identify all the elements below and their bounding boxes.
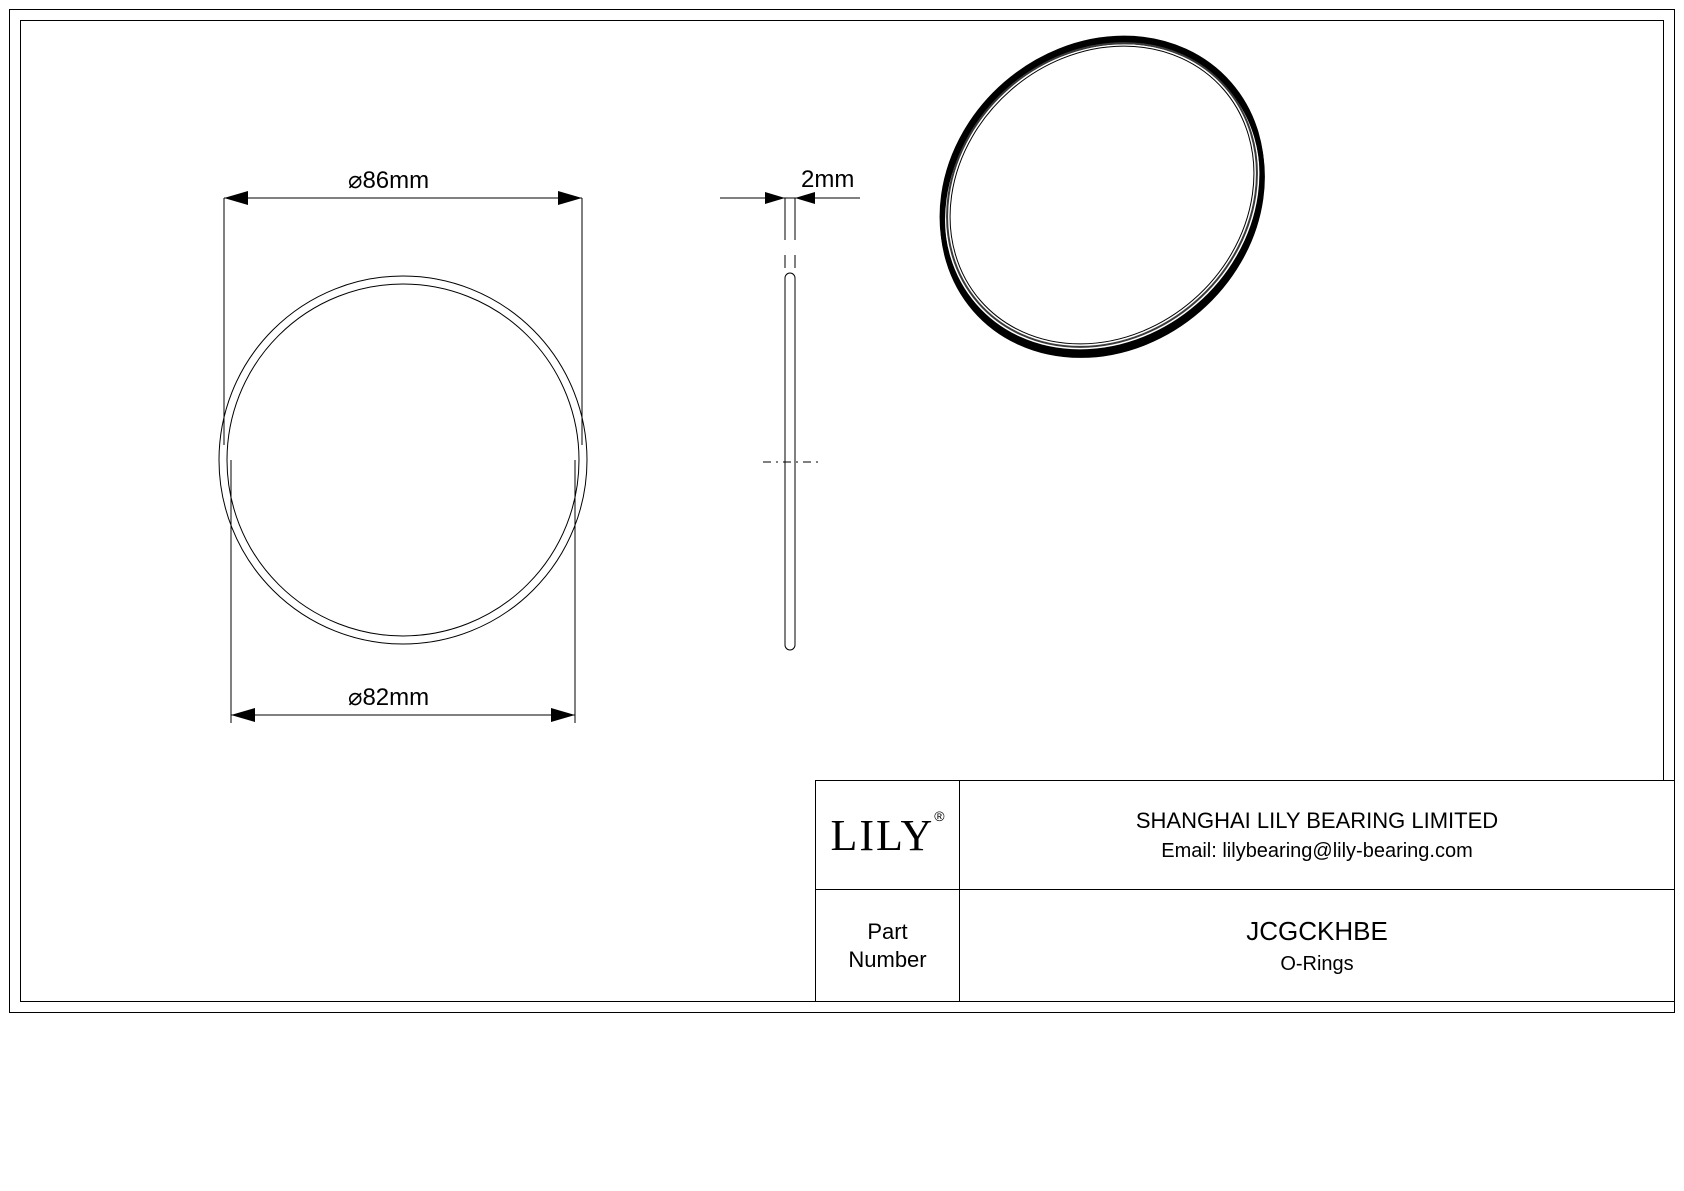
company-email: Email: lilybearing@lily-bearing.com: [1161, 840, 1473, 863]
isometric-ring: [877, 0, 1328, 420]
part-number-label-line1: Part: [848, 918, 926, 946]
dim-outer-diameter-label: ⌀86mm: [348, 166, 429, 195]
dim-outer-diameter: [224, 191, 582, 445]
registered-mark: ®: [934, 808, 944, 824]
part-number-value-cell: JCGCKHBE O-Rings: [959, 889, 1675, 1002]
title-block: LILY® SHANGHAI LILY BEARING LIMITED Emai…: [815, 780, 1675, 1002]
company-cell: SHANGHAI LILY BEARING LIMITED Email: lil…: [959, 780, 1675, 890]
side-view: [720, 192, 860, 650]
dim-cross-section-label: 2mm: [801, 166, 854, 194]
company-name: SHANGHAI LILY BEARING LIMITED: [1136, 808, 1498, 834]
front-view: [219, 191, 587, 723]
part-subtitle: O-Rings: [1280, 953, 1353, 976]
logo: LILY®: [830, 810, 944, 861]
part-number-label-cell: Part Number: [815, 889, 960, 1002]
logo-cell: LILY®: [815, 780, 960, 890]
logo-text: LILY: [830, 811, 934, 860]
dim-cross-section: [720, 192, 860, 268]
part-number-label-line2: Number: [848, 946, 926, 974]
part-number-value: JCGCKHBE: [1246, 916, 1388, 947]
dim-inner-diameter-label: ⌀82mm: [348, 683, 429, 712]
